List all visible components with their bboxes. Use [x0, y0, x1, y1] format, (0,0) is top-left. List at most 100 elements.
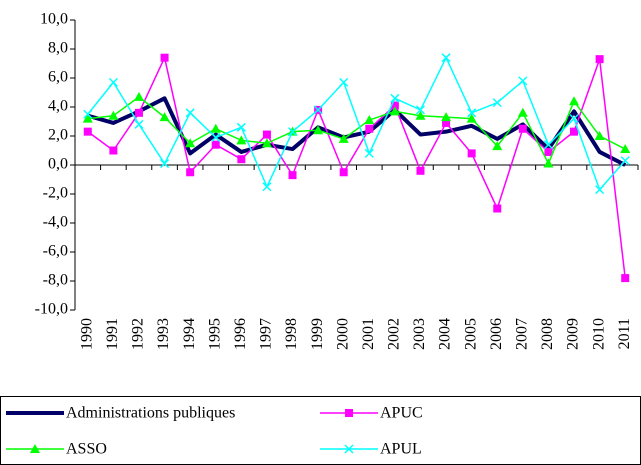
marker [492, 141, 503, 151]
marker [493, 204, 502, 213]
y-tick-label: -8,0 [43, 272, 68, 289]
x-tick-label: 1991 [104, 318, 121, 350]
y-tick-label: -10,0 [35, 301, 68, 318]
marker [237, 155, 246, 164]
y-tick-label: -6,0 [43, 243, 68, 260]
marker [345, 409, 353, 417]
x-tick-label: 2000 [334, 318, 351, 350]
x-tick-label: 1993 [155, 318, 172, 350]
x-tick-label: 2009 [565, 318, 582, 350]
marker [210, 123, 221, 133]
x-tick-label: 2002 [386, 318, 403, 350]
marker [344, 444, 354, 454]
x-tick-label: 2004 [437, 318, 454, 350]
marker [441, 53, 451, 63]
marker [518, 76, 528, 86]
series-line [87, 96, 626, 165]
marker [236, 122, 246, 132]
marker [339, 77, 349, 87]
marker [211, 140, 220, 149]
marker [133, 91, 144, 101]
marker [390, 101, 399, 110]
marker [160, 53, 169, 62]
legend-label: ASSO [66, 441, 107, 458]
marker [211, 132, 221, 142]
marker [467, 149, 476, 158]
marker [236, 135, 247, 145]
y-tick-label: 0,0 [48, 156, 68, 173]
marker [518, 124, 527, 133]
marker [134, 108, 143, 117]
legend-entry: APUL [320, 441, 422, 458]
x-tick-label: 1990 [78, 318, 95, 350]
x-tick-label: 2006 [488, 318, 505, 350]
marker [109, 146, 118, 155]
marker [287, 127, 298, 137]
marker [415, 110, 426, 120]
y-tick-label: -4,0 [43, 214, 68, 231]
marker [595, 185, 605, 195]
series [82, 91, 631, 168]
x-tick-label: 2011 [616, 318, 633, 349]
marker [108, 77, 118, 87]
marker [543, 140, 553, 150]
marker [415, 105, 426, 115]
legend-box [0, 396, 641, 465]
marker [83, 127, 92, 136]
x-tick-label: 2008 [539, 318, 556, 350]
marker [134, 119, 144, 129]
x-tick-label: 1999 [309, 318, 326, 350]
marker [185, 108, 195, 118]
series-line [87, 56, 626, 279]
marker [313, 105, 323, 115]
x-tick-label: 1998 [283, 318, 300, 350]
legend-label: APUC [380, 405, 423, 422]
legend-entry: APUC [320, 405, 423, 422]
marker [108, 110, 119, 120]
x-tick-label: 2001 [360, 318, 377, 350]
legend-label: APUL [380, 441, 422, 458]
marker [570, 127, 579, 136]
legend-entry: ASSO [6, 441, 107, 458]
marker [185, 138, 196, 148]
marker [492, 98, 502, 108]
marker [543, 158, 554, 168]
marker [620, 144, 631, 154]
marker [594, 131, 605, 140]
x-tick-label: 1997 [258, 318, 275, 350]
marker [364, 115, 375, 125]
marker [390, 93, 400, 103]
marker [544, 147, 553, 156]
y-tick-label: 6,0 [48, 69, 68, 86]
marker [288, 171, 297, 180]
series [83, 53, 630, 195]
y-tick-label: 10,0 [40, 11, 68, 28]
marker [620, 156, 630, 166]
marker [569, 96, 580, 106]
marker [30, 444, 40, 453]
y-tick-label: -2,0 [43, 185, 68, 202]
marker [160, 159, 170, 169]
marker [159, 112, 170, 122]
marker [466, 113, 477, 123]
marker [569, 114, 579, 124]
marker [621, 274, 630, 283]
y-tick-label: 8,0 [48, 40, 68, 57]
marker [313, 125, 324, 135]
x-tick-label: 1994 [181, 318, 198, 350]
y-tick-label: 2,0 [48, 127, 68, 144]
marker [186, 168, 195, 177]
marker [441, 112, 452, 122]
x-tick-label: 2010 [590, 318, 607, 350]
marker [83, 109, 93, 119]
legend-entry: Administrations publiques [6, 405, 235, 422]
marker [262, 182, 272, 192]
x-tick-label: 1995 [206, 318, 223, 350]
x-tick-label: 2003 [411, 318, 428, 350]
series-line [87, 56, 626, 191]
marker [262, 130, 271, 139]
marker [82, 113, 93, 123]
marker [595, 55, 604, 64]
y-tick-label: 4,0 [48, 98, 68, 115]
